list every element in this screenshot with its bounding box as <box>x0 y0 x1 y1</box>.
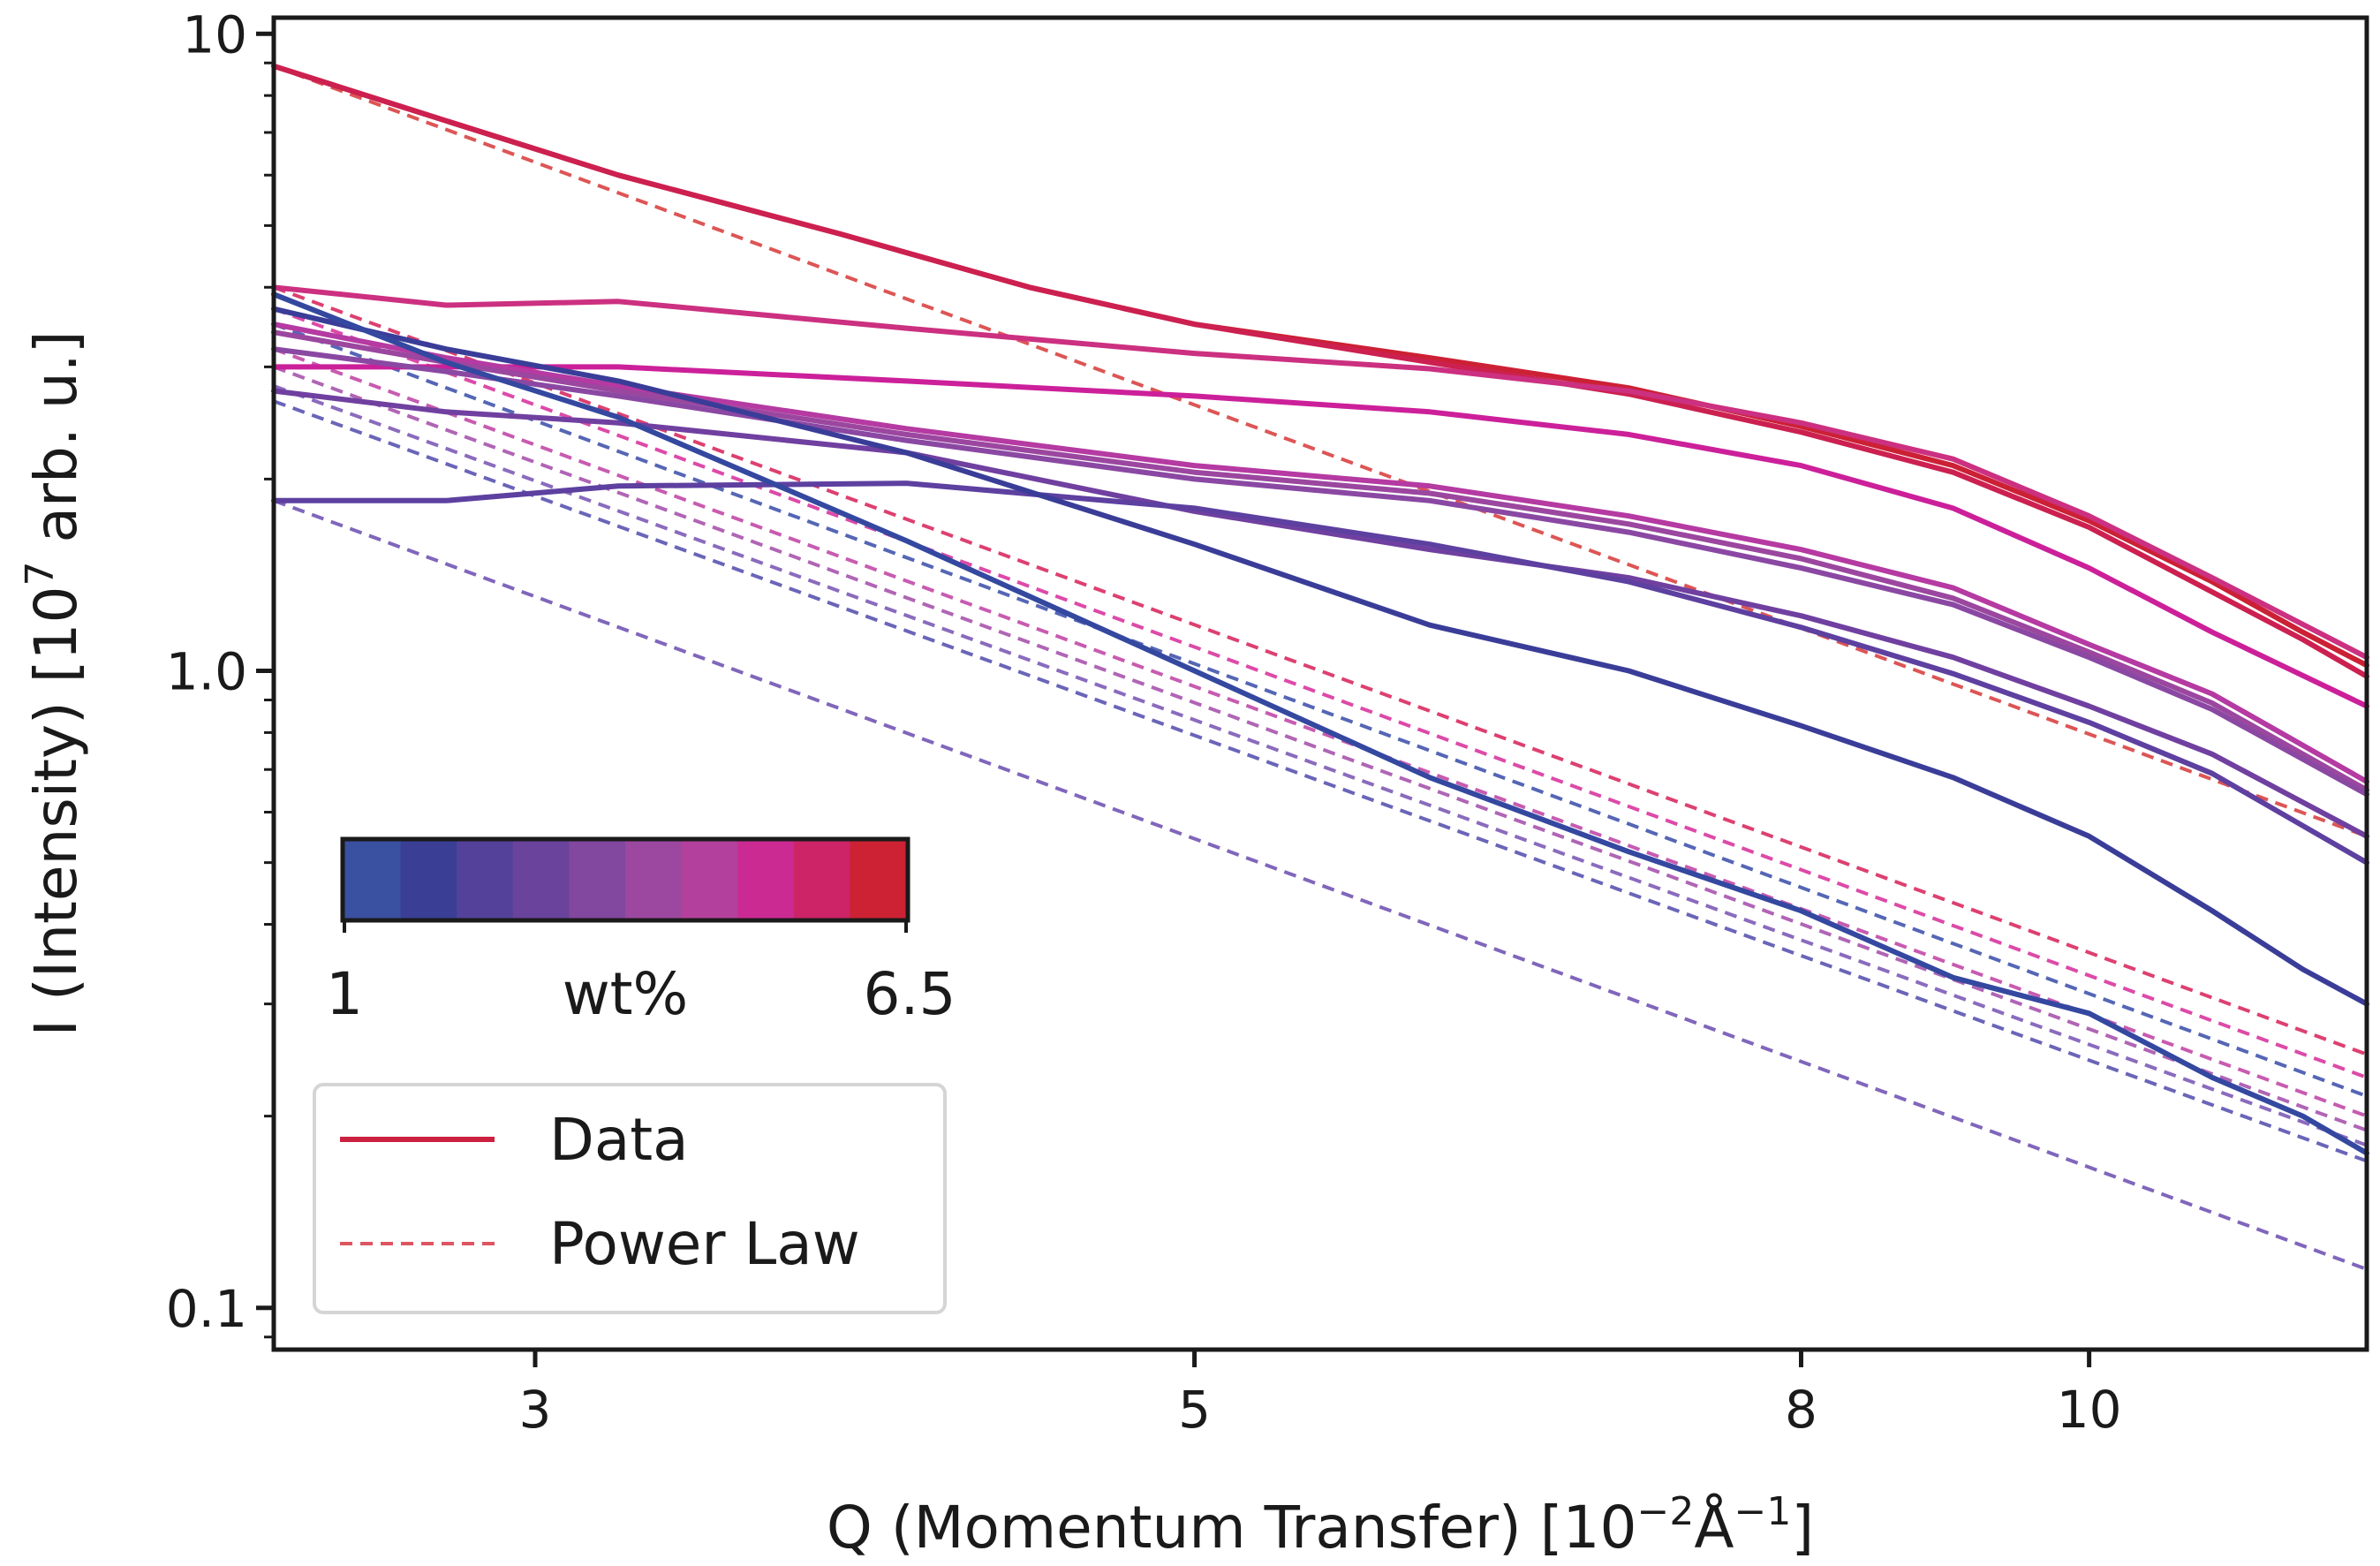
series-layer <box>271 63 2369 1271</box>
colorbar-max-label: 6.5 <box>864 960 956 1028</box>
colorbar-swatch-2 <box>400 841 457 919</box>
series-4-5-wt-data <box>271 322 2369 784</box>
colorbar-swatch-7 <box>681 841 738 919</box>
legend-data-label: Data <box>549 1106 689 1174</box>
plot-frame <box>271 15 2369 1352</box>
colorbar-swatch-8 <box>737 841 795 919</box>
tick-layer: 3 5 8 10 10 1.0 0.1 <box>166 4 2122 1440</box>
y-axis-label: I (Intensity) [107 arb. u.] <box>18 331 90 1037</box>
colorbar-swatch-4 <box>512 841 570 919</box>
y-tick-label-0-1: 0.1 <box>166 1279 247 1339</box>
colorbar-swatch-6 <box>625 841 683 919</box>
x-tick-label-10: 10 <box>2057 1380 2122 1440</box>
series-5-0-wt-power-law <box>273 306 2368 1079</box>
series-3-5-wt-data <box>271 346 2369 798</box>
y-tick-label-10: 10 <box>182 4 247 64</box>
colorbar-swatches <box>344 841 907 919</box>
series-4-5-wt-power-law <box>273 347 2368 1118</box>
series-1-0-wt-data <box>271 291 2369 1156</box>
series-2-5-wt-power-law <box>273 498 2368 1271</box>
colorbar-frame <box>340 836 910 923</box>
x-tick-label-5: 5 <box>1178 1380 1211 1440</box>
x-axis-label: Q (Momentum Transfer) [10−2Å−1] <box>827 1489 1814 1562</box>
x-tick-label-8: 8 <box>1785 1380 1817 1440</box>
series-5-5-wt-data <box>271 284 2369 661</box>
series-5-5-wt-power-law <box>273 285 2368 1056</box>
colorbar-swatch-1 <box>344 841 402 919</box>
series-4-0-wt-power-law <box>273 365 2368 1132</box>
colorbar-swatch-5 <box>569 841 626 919</box>
series-5-0-wt-data <box>271 364 2369 709</box>
colorbar: 1 wt% 6.5 <box>326 836 956 1028</box>
series-2-5-wt-data <box>271 480 2369 866</box>
colorbar-title: wt% <box>563 960 689 1028</box>
colorbar-swatch-9 <box>793 841 850 919</box>
colorbar-min-label: 1 <box>326 960 363 1028</box>
colorbar-swatch-3 <box>457 841 514 919</box>
x-tick-label-3: 3 <box>519 1380 552 1440</box>
series-2-0-wt-data <box>271 306 2369 1007</box>
legend: Data Power Law <box>313 1083 947 1314</box>
series-4-0-wt-data <box>271 329 2369 793</box>
series-3-0-wt-power-law <box>273 384 2368 1147</box>
series-1-0-wt-power-law <box>273 322 2368 1098</box>
y-tick-label-1-0: 1.0 <box>166 642 247 702</box>
series-2-0-wt-power-law <box>273 399 2368 1163</box>
colorbar-swatch-10 <box>850 841 907 919</box>
series-6-5-wt-power-law <box>273 64 2368 838</box>
legend-power-law-label: Power Law <box>549 1210 860 1278</box>
